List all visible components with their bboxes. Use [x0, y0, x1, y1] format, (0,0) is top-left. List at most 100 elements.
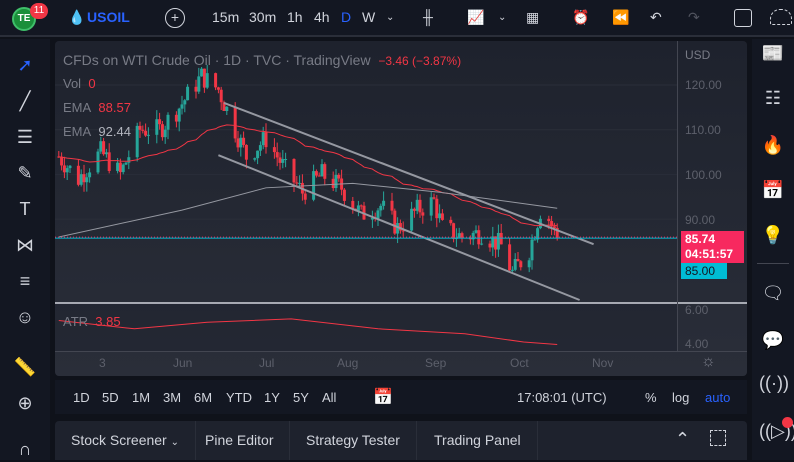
range-all[interactable]: All [322, 390, 337, 405]
indicators-icon[interactable]: 📈 [467, 9, 485, 25]
range-3m[interactable]: 3M [163, 390, 182, 405]
undo-icon[interactable]: ↶ [650, 9, 662, 25]
symbol-search[interactable]: USOIL [87, 9, 130, 25]
replay-icon[interactable]: ⏪ [612, 9, 630, 25]
percent-toggle[interactable]: % [645, 390, 657, 405]
candle-body [216, 87, 220, 90]
legend-atr[interactable]: ATR 3.85 [63, 314, 121, 329]
pattern-icon[interactable]: ⋈ [16, 235, 34, 255]
candle-body [356, 205, 360, 211]
snapshot-cloud-icon[interactable] [770, 9, 792, 25]
chart-pane[interactable]: CFDs on WTI Crude Oil · 1D · TVC · Tradi… [55, 41, 747, 376]
right-sidebar: 📰 ☷ 🔥 📅 💡 🗨 💬 ((·)) ((▷)) [752, 39, 794, 460]
maximize-icon[interactable] [710, 430, 726, 446]
interval-4h[interactable]: 4h [314, 9, 330, 25]
candle-body [331, 178, 335, 189]
time-axis[interactable] [55, 351, 747, 376]
range-6m[interactable]: 6M [194, 390, 213, 405]
candles-icon[interactable]: ╫ [423, 9, 433, 25]
tab-strategy-tester[interactable]: Strategy Tester [290, 421, 417, 460]
atr-tick: 6.00 [685, 303, 709, 317]
range-5d[interactable]: 5D [102, 390, 119, 405]
candle-body [519, 261, 523, 268]
alert-clock-icon[interactable]: ⏰ [572, 9, 590, 25]
candle-body [415, 199, 419, 211]
range-1y[interactable]: 1Y [264, 390, 280, 405]
bar-countdown: 04:51:57 [685, 247, 734, 261]
ruler-icon[interactable]: 📏 [13, 357, 37, 377]
chevron-down-icon[interactable]: ⌄ [498, 12, 507, 23]
streams-icon[interactable]: ((·)) [759, 373, 789, 393]
notification-badge: 11 [30, 3, 48, 19]
range-1d[interactable]: 1D [73, 390, 90, 405]
range-1m[interactable]: 1M [132, 390, 151, 405]
candle-body [104, 152, 108, 155]
cursor-icon[interactable]: ➚ [17, 55, 33, 75]
magnet-icon[interactable]: ∩ [18, 439, 32, 459]
news-icon[interactable]: 📰 [761, 43, 785, 63]
ema-label: EMA [63, 124, 92, 139]
interval-15m[interactable]: 15m [212, 9, 240, 25]
comment-icon[interactable]: 💬 [761, 330, 785, 350]
candle-body [449, 219, 453, 224]
tab-pine-editor[interactable]: Pine Editor [189, 421, 291, 460]
price-chart[interactable] [55, 41, 747, 376]
candle-body [342, 189, 346, 201]
range-ytd[interactable]: YTD [226, 390, 252, 405]
candle-body [88, 172, 92, 178]
candle-body [401, 230, 405, 232]
candle-body [62, 165, 66, 173]
watchlist-add-icon[interactable]: ☷ [764, 88, 782, 108]
range-5y[interactable]: 5Y [293, 390, 309, 405]
candle-body [536, 228, 540, 240]
interval-d[interactable]: D [341, 9, 352, 25]
candle-body [320, 164, 324, 177]
tab-stock-screener[interactable]: Stock Screener ⌄ [55, 421, 196, 460]
layout-grid-icon[interactable]: ▦ [526, 9, 540, 25]
time-tick: Jun [173, 356, 193, 370]
candle-body [194, 86, 198, 92]
price-tick: 110.00 [685, 123, 721, 137]
chats-icon[interactable]: 🗨 [761, 283, 785, 303]
calendar-icon[interactable]: 📅 [761, 180, 785, 200]
horizontal-lines-icon[interactable]: ☰ [16, 127, 34, 147]
zoom-in-icon[interactable]: ⊕ [17, 393, 33, 413]
candle-body [158, 119, 162, 125]
candle-body [376, 210, 380, 219]
tab-trading-panel[interactable]: Trading Panel [418, 421, 538, 460]
candle-body [555, 227, 559, 239]
candle-body [146, 134, 150, 136]
compare-plus-icon[interactable]: + [165, 8, 185, 28]
candle-body [530, 239, 534, 261]
legend-ema-slow[interactable]: EMA 92.44 [63, 124, 131, 139]
price-axis[interactable] [677, 41, 747, 351]
utc-clock[interactable]: 17:08:01 (UTC) [517, 390, 607, 405]
last-price: 85.74 [685, 232, 716, 246]
chevron-down-icon[interactable]: ⌄ [386, 12, 395, 23]
candle-body [202, 68, 206, 88]
ideas-lightbulb-icon[interactable]: 💡 [761, 225, 785, 245]
settings-gear-icon[interactable]: ☼ [701, 353, 716, 370]
collapse-chevron-up-icon[interactable]: ⌃ [675, 429, 691, 449]
forecast-icon[interactable]: ≡ [19, 271, 31, 291]
ema-label: EMA [63, 100, 92, 115]
log-toggle[interactable]: log [672, 390, 690, 405]
interval-30m[interactable]: 30m [249, 9, 277, 25]
brush-icon[interactable]: ✎ [17, 163, 33, 183]
go-to-date-icon[interactable]: 📅 [373, 389, 393, 406]
interval-1h[interactable]: 1h [287, 9, 303, 25]
hotlist-fire-icon[interactable]: 🔥 [761, 135, 785, 155]
currency-selector[interactable]: USD [685, 48, 711, 62]
auto-toggle[interactable]: auto [705, 390, 731, 405]
emoji-icon[interactable]: ☺ [15, 307, 35, 327]
trendline-icon[interactable]: ╱ [19, 91, 31, 111]
candle-body [418, 199, 422, 213]
legend-volume[interactable]: Vol 0 [63, 76, 96, 91]
interval-w[interactable]: W [362, 9, 376, 25]
legend-ema-fast[interactable]: EMA 88.57 [63, 100, 131, 115]
time-tick: Oct [510, 356, 529, 370]
candle-body [60, 156, 64, 166]
candle-body [410, 208, 414, 231]
fullscreen-square-icon[interactable] [734, 9, 752, 27]
text-icon[interactable]: T [19, 199, 31, 219]
